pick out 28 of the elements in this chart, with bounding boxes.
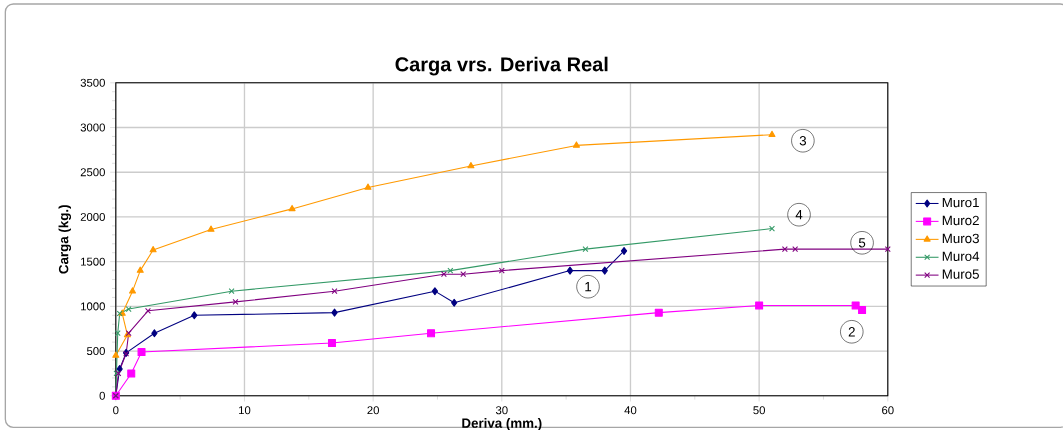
y-axis-title: Carga (kg.) bbox=[58, 205, 72, 274]
legend-label: Muro2 bbox=[942, 215, 979, 226]
y-tick-label: 1000 bbox=[81, 302, 105, 311]
x-tick-label: 10 bbox=[239, 406, 251, 415]
annotation: 4 bbox=[795, 210, 803, 220]
chart-title: Carga vrs. Deriva Real bbox=[395, 56, 608, 76]
x-tick-label: 50 bbox=[753, 406, 765, 415]
annotation: 3 bbox=[799, 136, 807, 146]
y-tick-label: 3500 bbox=[80, 78, 105, 87]
y-tick-label: 2500 bbox=[80, 168, 105, 177]
y-tick-label: 3000 bbox=[80, 123, 105, 132]
x-tick-label: 20 bbox=[367, 406, 379, 415]
legend-label: Muro5 bbox=[942, 269, 979, 279]
x-tick-label: 30 bbox=[495, 406, 508, 415]
annotation: 1 bbox=[585, 282, 592, 292]
legend-label: Muro1 bbox=[942, 197, 979, 208]
y-tick-label: 2000 bbox=[80, 212, 105, 221]
y-tick-label: 0 bbox=[99, 391, 105, 400]
x-tick-label: 0 bbox=[113, 406, 119, 415]
legend-label: Muro4 bbox=[942, 251, 980, 261]
x-tick-label: 60 bbox=[882, 406, 894, 415]
annotation: 2 bbox=[848, 327, 855, 337]
x-axis-title: Deriva (mm.) bbox=[462, 418, 542, 430]
legend-label: Muro3 bbox=[942, 233, 979, 244]
y-tick-label: 500 bbox=[86, 347, 105, 356]
y-tick-label: 1500 bbox=[81, 257, 105, 266]
annotation: 5 bbox=[858, 238, 866, 248]
x-tick-label: 40 bbox=[624, 406, 637, 415]
